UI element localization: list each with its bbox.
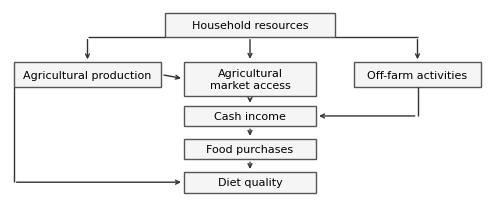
Text: Agricultural production: Agricultural production bbox=[24, 70, 152, 80]
Text: Cash income: Cash income bbox=[214, 111, 286, 121]
FancyBboxPatch shape bbox=[14, 63, 161, 88]
Text: Off-farm activities: Off-farm activities bbox=[368, 70, 468, 80]
FancyBboxPatch shape bbox=[184, 172, 316, 193]
Text: Household resources: Household resources bbox=[192, 21, 308, 31]
Text: Diet quality: Diet quality bbox=[218, 177, 282, 187]
Text: Agricultural
market access: Agricultural market access bbox=[210, 68, 290, 90]
FancyBboxPatch shape bbox=[354, 63, 481, 88]
FancyBboxPatch shape bbox=[184, 139, 316, 160]
Text: Food purchases: Food purchases bbox=[206, 144, 294, 154]
FancyBboxPatch shape bbox=[184, 106, 316, 127]
FancyBboxPatch shape bbox=[165, 14, 335, 37]
FancyBboxPatch shape bbox=[184, 62, 316, 96]
